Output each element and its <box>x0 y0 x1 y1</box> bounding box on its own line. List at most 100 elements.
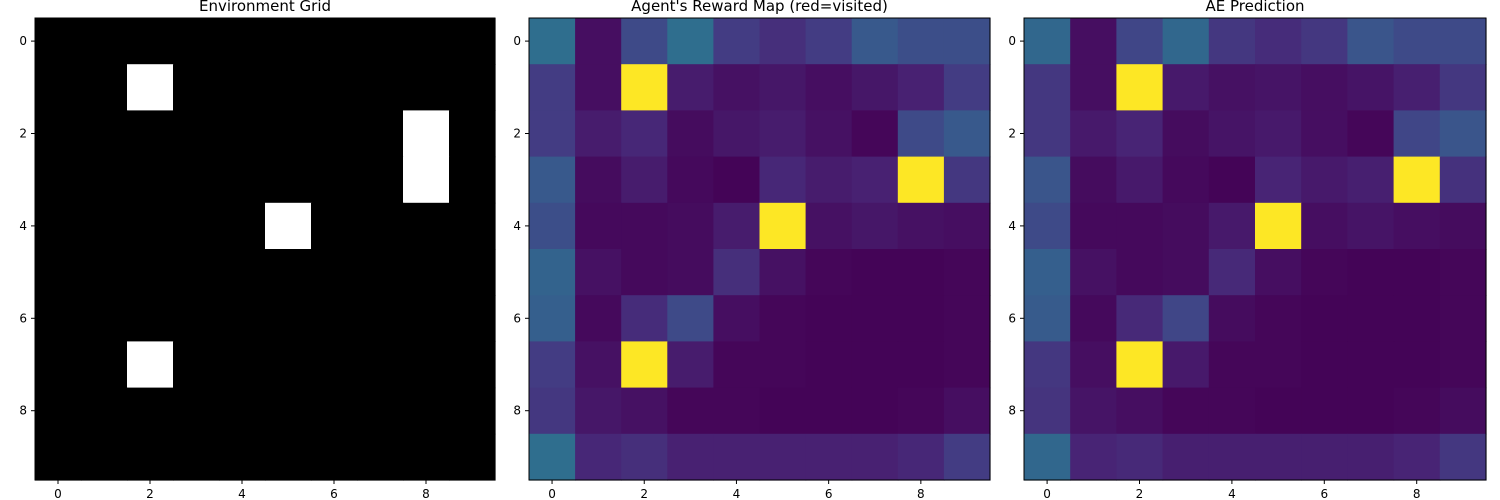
cell-r1-c0 <box>35 64 82 111</box>
cell-r7-c1 <box>1070 341 1117 389</box>
chart-title: AE Prediction <box>1205 0 1304 15</box>
cell-r6-c4 <box>1208 295 1256 342</box>
axes-frame <box>34 17 496 481</box>
cell-r9-c7 <box>357 433 404 481</box>
cell-r1-c2 <box>621 64 668 111</box>
cell-r0-c3 <box>667 18 714 65</box>
cell-r7-c7 <box>1347 341 1395 389</box>
cell-r0-c7 <box>1347 18 1395 65</box>
cell-r2-c8 <box>897 110 945 158</box>
cell-r1-c2 <box>1116 64 1164 111</box>
y-tick-label: 8 <box>1008 404 1016 418</box>
cell-r3-c2 <box>621 156 668 204</box>
cell-r9-c6 <box>1301 433 1348 481</box>
cell-r0-c9 <box>943 18 991 65</box>
cell-r8-c1 <box>575 387 622 435</box>
axes-frame <box>1023 17 1487 481</box>
x-tick-label: 2 <box>640 487 648 500</box>
cell-r2-c0 <box>529 110 576 158</box>
y-tick-label: 2 <box>1008 127 1016 141</box>
cell-r3-c7 <box>357 156 404 204</box>
cell-r5-c6 <box>805 249 853 296</box>
cell-r4-c3 <box>667 202 714 250</box>
cell-r6-c7 <box>851 295 899 342</box>
cell-r6-c1 <box>575 295 622 342</box>
cell-r9-c5 <box>759 433 807 481</box>
cell-r1-c9 <box>943 64 991 111</box>
cell-r4-c2 <box>127 202 174 250</box>
cell-r1-c8 <box>897 64 945 111</box>
cell-r7-c9 <box>1439 341 1487 389</box>
cell-r0-c9 <box>1439 18 1487 65</box>
cell-r1-c2 <box>127 64 174 111</box>
cell-r8-c6 <box>1301 387 1348 435</box>
cell-r4-c7 <box>357 202 404 250</box>
cell-r5-c2 <box>621 249 668 296</box>
cell-r7-c3 <box>667 341 714 389</box>
cell-r2-c7 <box>357 110 404 158</box>
cell-r0-c8 <box>403 18 450 65</box>
cell-r5-c6 <box>311 249 358 296</box>
cell-r9-c1 <box>81 433 128 481</box>
cell-r0-c7 <box>357 18 404 65</box>
cell-r1-c0 <box>529 64 576 111</box>
cell-r8-c5 <box>265 387 312 435</box>
cell-r8-c9 <box>1439 387 1487 435</box>
cell-r4-c6 <box>1301 202 1348 250</box>
cell-r5-c1 <box>575 249 622 296</box>
cell-r5-c2 <box>1116 249 1164 296</box>
cell-r0-c2 <box>127 18 174 65</box>
cell-r4-c4 <box>713 202 761 250</box>
cell-r3-c8 <box>897 156 945 204</box>
cell-r7-c9 <box>449 341 496 389</box>
cell-r5-c1 <box>1070 249 1117 296</box>
cell-r2-c9 <box>943 110 991 158</box>
cell-r2-c5 <box>265 110 312 158</box>
cell-r7-c0 <box>529 341 576 389</box>
cell-r6-c4 <box>713 295 761 342</box>
cell-r7-c4 <box>1208 341 1256 389</box>
cell-r9-c0 <box>1024 433 1071 481</box>
cell-r5-c8 <box>1393 249 1441 296</box>
cell-r4-c0 <box>35 202 82 250</box>
x-tick-label: 6 <box>825 487 833 500</box>
cell-r4-c5 <box>1255 202 1302 250</box>
cell-r5-c7 <box>851 249 899 296</box>
cell-r3-c3 <box>173 156 220 204</box>
cell-r4-c6 <box>805 202 853 250</box>
cell-r8-c3 <box>1162 387 1210 435</box>
axes-frame <box>528 17 991 481</box>
cell-r1-c1 <box>575 64 622 111</box>
cell-r6-c2 <box>127 295 174 342</box>
cell-r2-c2 <box>1116 110 1164 158</box>
cell-r5-c9 <box>449 249 496 296</box>
cell-r3-c7 <box>851 156 899 204</box>
cell-r7-c3 <box>173 341 220 389</box>
cell-r0-c8 <box>897 18 945 65</box>
cell-r2-c4 <box>1208 110 1256 158</box>
cell-r5-c4 <box>219 249 266 296</box>
cell-r6-c9 <box>1439 295 1487 342</box>
cell-r8-c5 <box>1255 387 1302 435</box>
cell-r6-c1 <box>1070 295 1117 342</box>
cell-r9-c9 <box>943 433 991 481</box>
cell-r6-c2 <box>1116 295 1164 342</box>
cell-r2-c0 <box>35 110 82 158</box>
x-tick-label: 2 <box>1136 487 1144 500</box>
cell-r6-c3 <box>173 295 220 342</box>
cell-r2-c3 <box>667 110 714 158</box>
cell-r8-c3 <box>173 387 220 435</box>
cell-r1-c5 <box>1255 64 1302 111</box>
cell-r3-c4 <box>713 156 761 204</box>
cell-r8-c1 <box>1070 387 1117 435</box>
cell-r6-c5 <box>1255 295 1302 342</box>
cell-r9-c2 <box>127 433 174 481</box>
cell-r4-c7 <box>1347 202 1395 250</box>
cell-r7-c0 <box>35 341 82 389</box>
cell-r3-c4 <box>219 156 266 204</box>
cell-r0-c1 <box>575 18 622 65</box>
cell-r9-c7 <box>1347 433 1395 481</box>
cell-r8-c4 <box>713 387 761 435</box>
cell-r7-c5 <box>1255 341 1302 389</box>
cell-r6-c1 <box>81 295 128 342</box>
